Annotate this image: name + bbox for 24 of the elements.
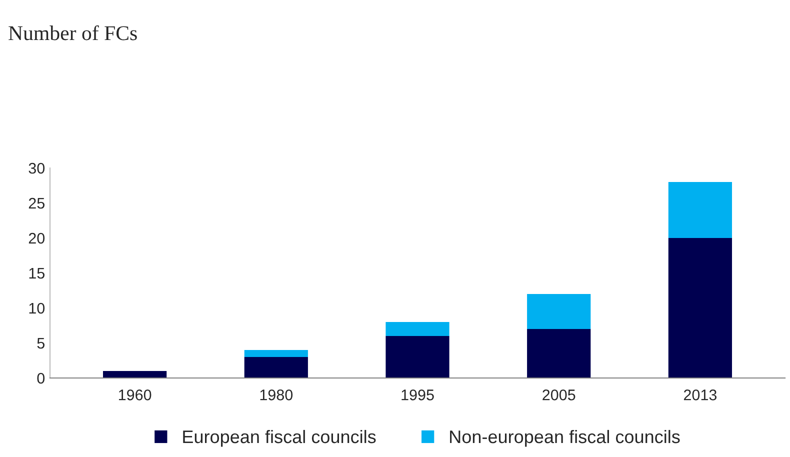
y-tick-label: 10 xyxy=(29,302,45,314)
legend-label: European fiscal councils xyxy=(183,430,376,447)
x-tick-label: 1980 xyxy=(260,390,293,400)
y-tick-label: 25 xyxy=(28,198,44,209)
x-tick-label: 2005 xyxy=(542,390,576,400)
y-tick-label: 15 xyxy=(29,268,44,279)
x-tick-label: 1995 xyxy=(402,390,434,400)
bar xyxy=(386,322,450,336)
bar xyxy=(103,371,167,378)
bar xyxy=(668,182,732,238)
y-tick-label: 30 xyxy=(28,162,45,174)
legend-label: Non-european fiscal councils xyxy=(450,430,680,447)
bar xyxy=(244,350,308,357)
bar xyxy=(244,357,308,378)
x-tick-label: 2013 xyxy=(684,390,717,400)
x-tick-label: 1960 xyxy=(118,390,152,400)
bar xyxy=(527,294,591,329)
y-tick-label: 0 xyxy=(37,372,45,384)
bar xyxy=(668,238,732,378)
bar xyxy=(527,329,591,378)
y-tick-label: 5 xyxy=(37,338,44,349)
bar xyxy=(386,336,450,378)
y-tick-label: 20 xyxy=(28,232,45,244)
chart-title: Number of FCs xyxy=(8,25,137,40)
